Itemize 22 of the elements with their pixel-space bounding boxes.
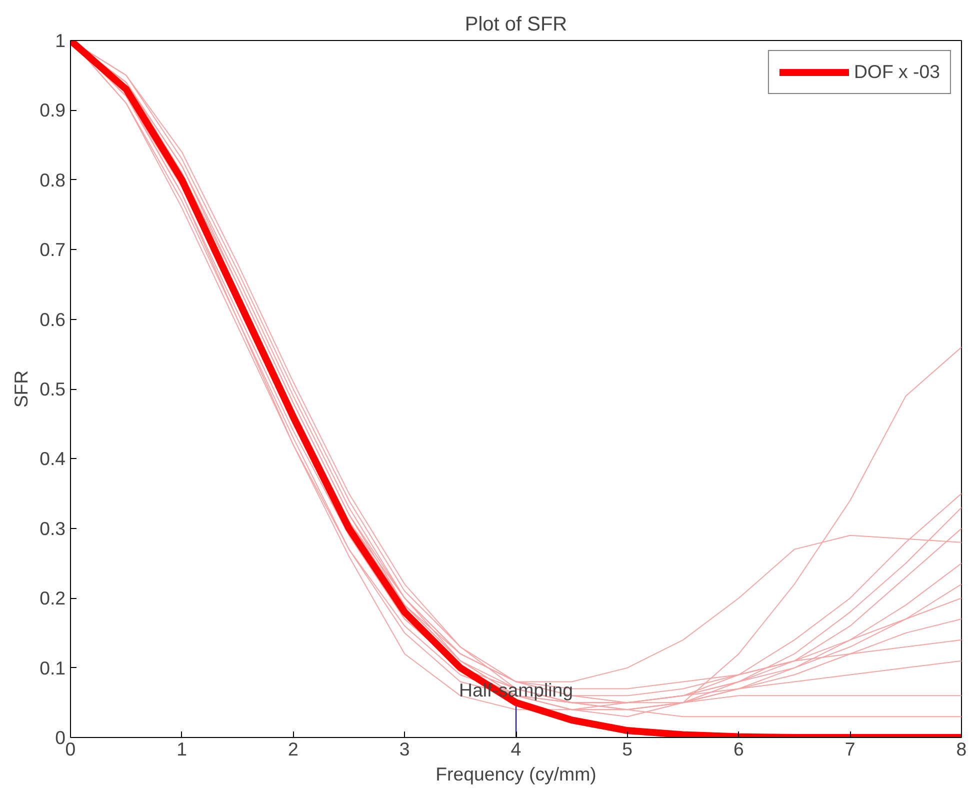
x-tick-label: 8 (956, 738, 967, 760)
y-tick-label: 0.9 (40, 100, 66, 121)
x-tick-label: 1 (176, 738, 188, 760)
x-tick-label: 7 (844, 738, 856, 760)
x-tick-label: 4 (510, 738, 522, 760)
x-axis-title: Frequency (cy/mm) (436, 764, 596, 784)
y-tick-label: 0.4 (40, 448, 66, 470)
y-tick-label: 1 (55, 30, 66, 51)
x-tick-label: 2 (288, 738, 298, 760)
y-tick-label: 0.8 (40, 169, 66, 190)
x-tick-label: 3 (399, 738, 410, 760)
x-tick-label: 5 (622, 738, 633, 760)
y-tick-label: 0.7 (40, 239, 66, 260)
y-axis-title: SFR (10, 370, 32, 408)
y-tick-label: 0.3 (40, 518, 66, 539)
y-tick-label: 0.5 (40, 378, 66, 400)
chart-title: Plot of SFR (464, 14, 568, 36)
y-tick-label: 0.6 (40, 308, 66, 330)
legend-label: DOF x -03 (854, 61, 940, 83)
y-tick-label: 0.2 (40, 588, 66, 609)
y-tick-label: 0.1 (40, 657, 66, 678)
x-tick-label: 6 (734, 738, 744, 760)
